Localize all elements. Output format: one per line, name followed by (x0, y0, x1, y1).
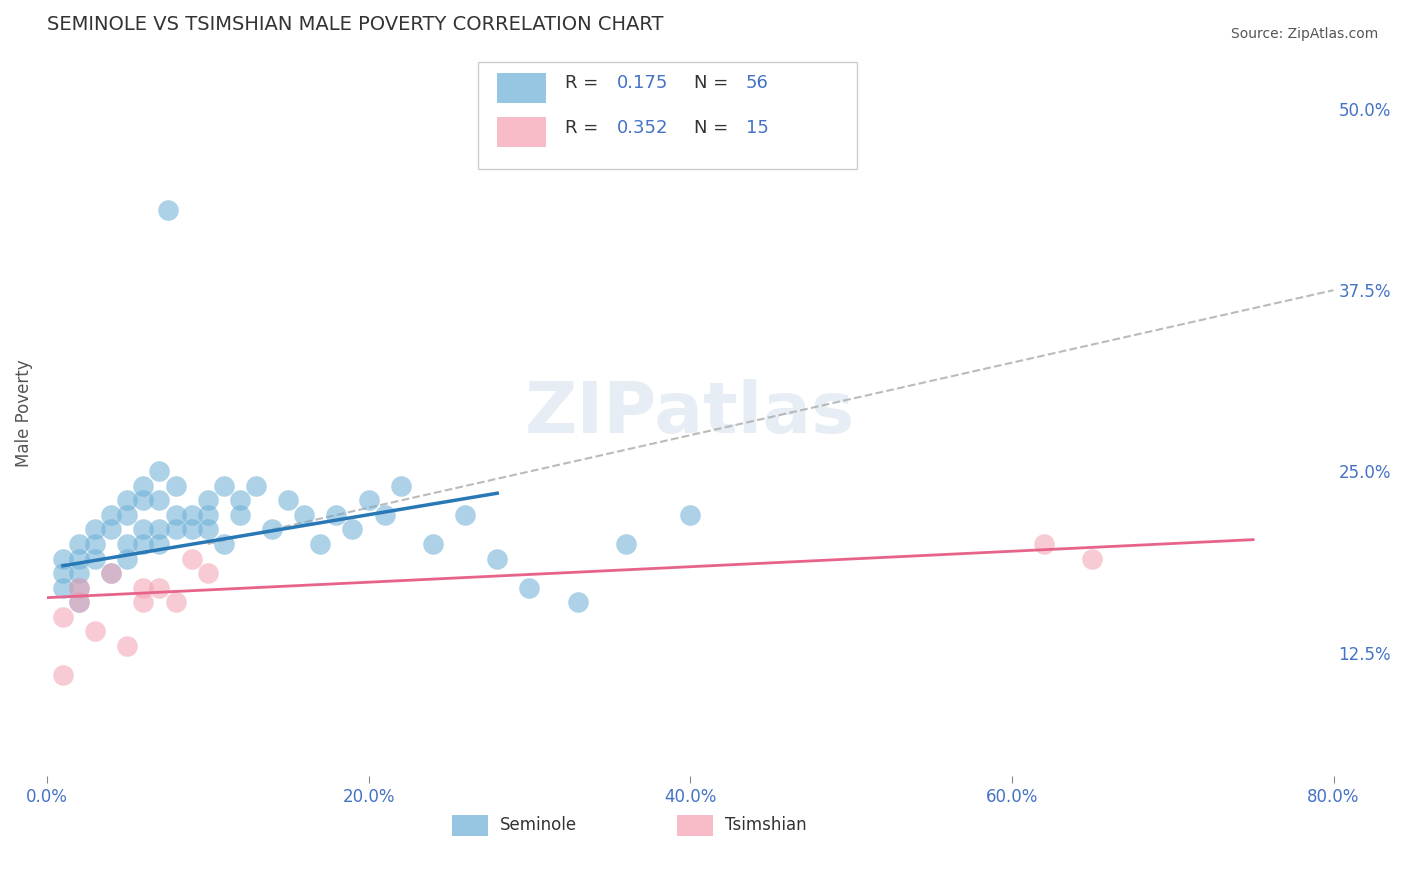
Point (245, 479, 267, 493)
Point (100, 523, 122, 537)
FancyBboxPatch shape (478, 62, 858, 169)
Text: N =: N = (695, 120, 734, 137)
Point (389, 479, 412, 493)
Point (52, 551, 75, 566)
Point (357, 493, 380, 508)
Text: Tsimshian: Tsimshian (725, 816, 807, 834)
Point (148, 465, 170, 479)
Text: Seminole: Seminole (499, 816, 576, 834)
Point (117, 551, 139, 566)
Point (67, 595, 90, 609)
Point (180, 523, 202, 537)
Point (454, 508, 477, 522)
Point (132, 537, 155, 551)
Point (117, 508, 139, 522)
Point (52, 581, 75, 595)
FancyBboxPatch shape (453, 815, 488, 836)
Point (100, 508, 122, 522)
Text: N =: N = (695, 74, 734, 93)
Point (117, 537, 139, 551)
Point (148, 523, 170, 537)
Point (156, 203, 179, 218)
Point (132, 479, 155, 493)
Point (614, 537, 637, 551)
Text: Source: ZipAtlas.com: Source: ZipAtlas.com (1230, 27, 1378, 41)
Text: 0.352: 0.352 (617, 120, 668, 137)
Point (422, 537, 444, 551)
Point (212, 537, 235, 551)
Point (260, 523, 283, 537)
Text: 15: 15 (745, 120, 769, 137)
Point (100, 566, 122, 580)
Point (165, 479, 187, 493)
Point (52, 667, 75, 681)
Point (165, 523, 187, 537)
FancyBboxPatch shape (498, 117, 546, 147)
Point (67, 595, 90, 609)
Point (342, 523, 364, 537)
Point (117, 493, 139, 508)
FancyBboxPatch shape (498, 72, 546, 103)
Point (84, 551, 107, 566)
Y-axis label: Male Poverty: Male Poverty (15, 359, 32, 467)
Point (519, 581, 541, 595)
Text: 56: 56 (745, 74, 769, 93)
Point (679, 508, 702, 522)
Point (148, 537, 170, 551)
Point (84, 624, 107, 638)
Point (165, 595, 187, 609)
Point (309, 537, 332, 551)
Point (374, 508, 396, 522)
Text: SEMINOLE VS TSIMSHIAN MALE POVERTY CORRELATION CHART: SEMINOLE VS TSIMSHIAN MALE POVERTY CORRE… (46, 15, 664, 34)
Text: 0.175: 0.175 (617, 74, 668, 93)
Point (132, 581, 155, 595)
Point (165, 508, 187, 522)
Point (132, 523, 155, 537)
Point (132, 493, 155, 508)
Point (67, 566, 90, 580)
Point (197, 523, 219, 537)
Point (180, 508, 202, 522)
Point (84, 537, 107, 551)
Point (132, 595, 155, 609)
Point (197, 493, 219, 508)
Point (486, 551, 509, 566)
Text: R =: R = (565, 74, 605, 93)
Text: ZIPatlas: ZIPatlas (524, 379, 855, 448)
Point (292, 508, 315, 522)
Point (100, 566, 122, 580)
Point (1081, 551, 1104, 566)
Point (52, 566, 75, 580)
Point (212, 479, 235, 493)
Point (229, 508, 252, 522)
Point (197, 508, 219, 522)
Point (325, 508, 347, 522)
Point (67, 581, 90, 595)
FancyBboxPatch shape (678, 815, 713, 836)
Point (117, 639, 139, 653)
Point (277, 493, 299, 508)
Point (229, 493, 252, 508)
Point (567, 595, 589, 609)
Point (197, 566, 219, 580)
Point (148, 493, 170, 508)
Point (67, 551, 90, 566)
Point (67, 581, 90, 595)
Point (1033, 537, 1056, 551)
Point (67, 537, 90, 551)
Text: R =: R = (565, 120, 605, 137)
Point (84, 523, 107, 537)
Point (180, 551, 202, 566)
Point (52, 609, 75, 624)
Point (148, 581, 170, 595)
